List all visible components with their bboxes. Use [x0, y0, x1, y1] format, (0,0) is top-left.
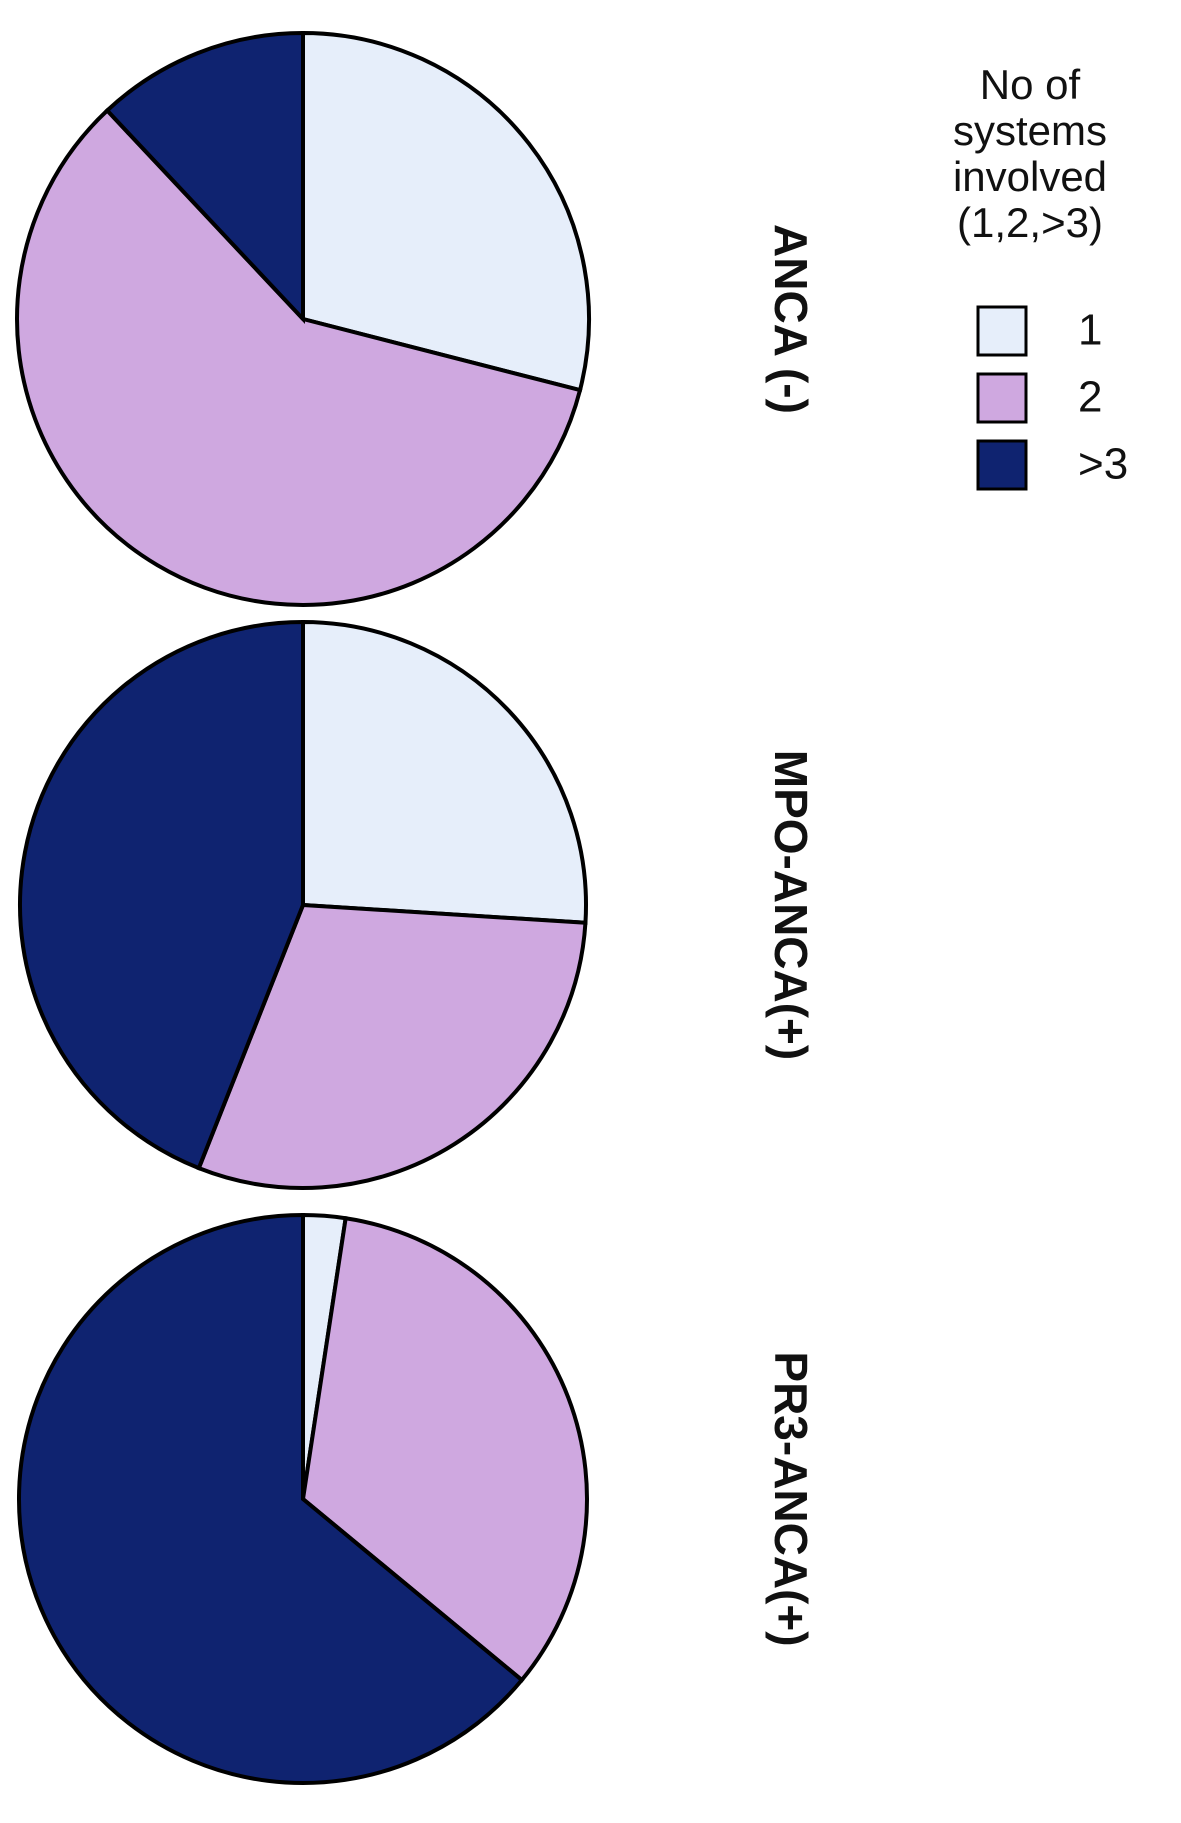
pie-title: ANCA (-) — [765, 224, 817, 414]
legend-label: 1 — [1078, 306, 1102, 355]
pie-slice — [301, 619, 588, 925]
legend-swatch — [976, 372, 1028, 424]
pie-slice — [301, 30, 591, 393]
pie-slice — [18, 619, 305, 1171]
legend-label: 2 — [1078, 373, 1102, 422]
pie-title: PR3-ANCA(+) — [765, 1351, 817, 1646]
legend-title: No of systems involved (1,2,>3) — [952, 61, 1108, 246]
pie-slice — [17, 1212, 525, 1785]
legend-label: >3 — [1078, 440, 1128, 489]
legend-swatch — [976, 305, 1028, 357]
pie-title: MPO-ANCA(+) — [765, 750, 817, 1060]
pie-slice — [300, 1215, 590, 1683]
legend-swatch — [976, 439, 1028, 491]
pie-slice — [104, 30, 305, 325]
pie-slice — [196, 902, 588, 1190]
pie-slice — [15, 107, 583, 607]
